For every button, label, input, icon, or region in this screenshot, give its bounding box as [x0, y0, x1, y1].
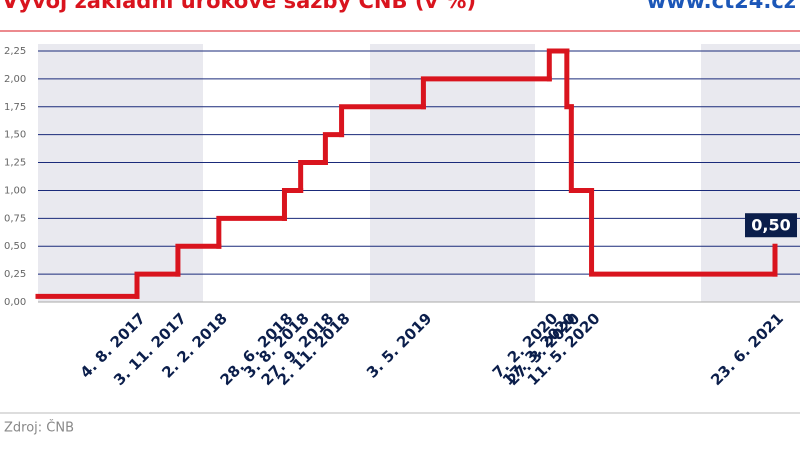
y-tick-label: 1,75: [4, 102, 26, 113]
value-label-box: [745, 213, 797, 238]
y-tick-label: 0,25: [4, 269, 26, 280]
rate-step: [546, 48, 570, 82]
rate-step: [339, 104, 426, 138]
y-tick-label: 1,00: [4, 185, 26, 196]
year-band: [370, 44, 535, 302]
rate-step: [322, 132, 345, 166]
rate-step: [134, 271, 181, 299]
value-label: 0,50: [751, 216, 790, 235]
source: Zdroj: ČNB: [4, 420, 74, 436]
rate-step: [420, 76, 552, 110]
rate-step: [216, 215, 287, 249]
chart-title: Vývoj základní úrokové sazby ČNB (v %): [2, 0, 476, 13]
y-tick-label: 0,75: [4, 213, 26, 224]
y-tick-label: 1,25: [4, 158, 26, 169]
rate-step: [568, 104, 595, 193]
rate-step: [298, 160, 328, 193]
year-band: [701, 44, 800, 302]
rate-step: [281, 187, 304, 221]
x-tick-label: 3. 5. 2019: [363, 309, 435, 381]
y-tick-label: 2,25: [4, 46, 26, 57]
y-tick-label: 1,50: [4, 130, 26, 141]
brand: www.ct24.cz: [647, 0, 796, 13]
rate-step: [589, 187, 778, 277]
x-tick: 23. 6. 2021: [707, 309, 787, 389]
y-tick-label: 0,50: [4, 241, 26, 252]
rate-step: [175, 243, 222, 277]
x-tick: 3. 5. 2019: [363, 309, 435, 381]
x-tick-label: 23. 6. 2021: [707, 309, 787, 389]
y-tick-label: 2,00: [4, 74, 26, 85]
y-tick-label: 0,00: [4, 297, 26, 308]
